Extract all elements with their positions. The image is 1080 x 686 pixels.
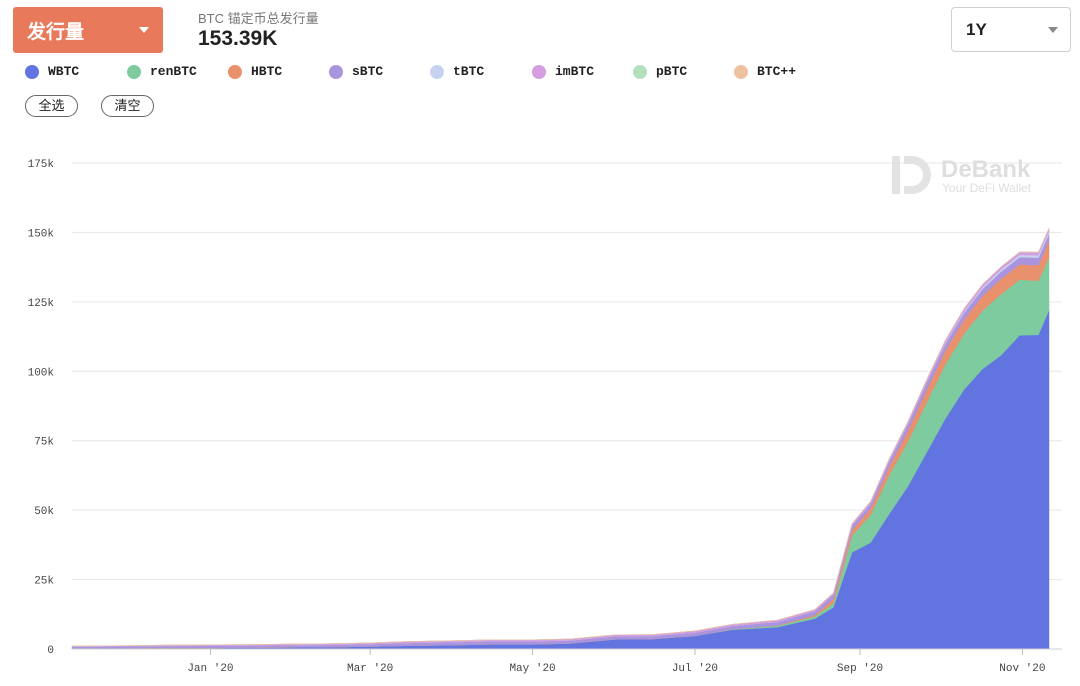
y-tick-label: 125k [28, 298, 55, 310]
time-range-label: 1Y [966, 19, 987, 39]
legend-label: WBTC [48, 64, 80, 79]
legend-dot-icon [532, 64, 546, 79]
legend-dot-icon [228, 64, 242, 79]
watermark-name: DeBank [941, 156, 1031, 183]
legend-label: HBTC [251, 64, 283, 79]
legend-item-wbtc[interactable]: WBTC [25, 64, 79, 79]
chevron-down-icon [1048, 26, 1058, 33]
areas [71, 228, 1050, 650]
legend-dot-icon [25, 64, 39, 79]
grid [72, 162, 1062, 650]
legend-item-pbtc[interactable]: pBTC [633, 64, 687, 79]
total-supply-value: 153.39K [198, 27, 278, 50]
legend-dot-icon [430, 64, 444, 79]
legend-item-hbtc[interactable]: HBTC [228, 64, 282, 79]
chart-subtitle: BTC 锚定币总发行量 [198, 11, 319, 26]
legend-item-renbtc[interactable]: renBTC [127, 64, 197, 79]
legend-dot-icon [127, 64, 141, 79]
metric-dropdown[interactable]: 发行量 [13, 7, 163, 53]
y-tick-label: 0 [47, 645, 54, 657]
y-tick-label: 175k [28, 159, 55, 171]
x-tick-label: Mar '20 [347, 663, 393, 675]
legend-item-tbtc[interactable]: tBTC [430, 64, 484, 79]
legend-label: tBTC [453, 64, 485, 79]
stacked-area-chart: DeBank Your DeFi Wallet 0 25k 50k 75k 100k 12… [28, 156, 1062, 675]
chevron-down-icon [139, 27, 149, 33]
y-tick-label: 150k [28, 228, 55, 240]
area-btcplusplus[interactable] [71, 228, 1050, 647]
y-tick-label: 75k [34, 437, 54, 449]
legend-label: pBTC [656, 64, 688, 79]
legend-dot-icon [329, 64, 343, 79]
select-all-button[interactable]: 全选 [25, 95, 78, 117]
clear-button[interactable]: 清空 [101, 95, 154, 117]
legend: WBTC renBTC HBTC sBTC tBTC imBTC pBTC BT… [25, 64, 825, 84]
metric-dropdown-label: 发行量 [27, 21, 85, 43]
y-tick-label: 25k [34, 576, 54, 588]
legend-label: renBTC [150, 64, 197, 79]
legend-dot-icon [734, 64, 748, 79]
axes: 0 25k 50k 75k 100k 125k 150k 175k Jan '20 Mar '20… [28, 159, 1062, 675]
time-range-select[interactable]: 1Y [951, 7, 1071, 52]
y-tick-label: 100k [28, 367, 55, 379]
legend-item-btcplusplus[interactable]: BTC++ [734, 64, 796, 79]
x-tick-label: Nov '20 [999, 663, 1045, 675]
watermark-tagline: Your DeFi Wallet [942, 181, 1032, 195]
x-tick-label: Jan '20 [187, 663, 233, 675]
debank-logo-icon [892, 156, 931, 194]
legend-item-imbtc[interactable]: imBTC [532, 64, 594, 79]
legend-label: imBTC [555, 64, 595, 79]
legend-label: BTC++ [757, 64, 797, 79]
legend-dot-icon [633, 64, 647, 79]
x-tick-label: May '20 [509, 663, 555, 675]
legend-item-sbtc[interactable]: sBTC [329, 64, 383, 79]
legend-label: sBTC [352, 64, 384, 79]
x-tick-label: Jul '20 [672, 663, 718, 675]
watermark: DeBank Your DeFi Wallet [892, 156, 1032, 195]
x-tick-label: Sep '20 [837, 663, 883, 675]
y-tick-label: 50k [34, 506, 54, 518]
